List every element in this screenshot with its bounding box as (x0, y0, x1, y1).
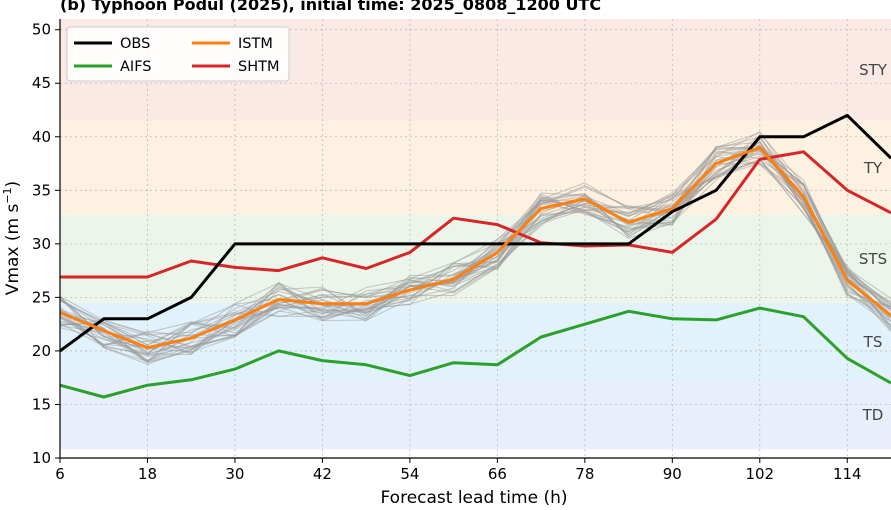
x-tick-label: 54 (400, 465, 419, 483)
x-tick-label: 18 (138, 465, 157, 483)
x-tick-label: 42 (313, 465, 332, 483)
band-labels: TD TS STS TY STY (859, 61, 888, 424)
series-line-istm (59, 146, 891, 350)
band-label-ty: TY (863, 159, 883, 177)
x-tick-label: 114 (833, 465, 862, 483)
ensemble-member-line (59, 150, 891, 353)
band-td (60, 380, 891, 450)
band-label-sty: STY (859, 61, 888, 79)
y-axis-label-sup: −1 (1, 187, 14, 203)
y-axis-label-close: ) (3, 181, 23, 188)
y-tick-label: 40 (32, 128, 51, 146)
y-tick-label: 25 (32, 288, 51, 306)
legend-label-shtm: SHTM (238, 59, 279, 75)
chart-title: (b) Typhoon Podul (2025), initial time: … (60, 0, 601, 14)
x-tick-label: 102 (745, 465, 774, 483)
y-tick-label: 15 (32, 395, 51, 413)
series-lines (59, 113, 891, 399)
band-label-sts: STS (859, 250, 887, 268)
band-label-ts: TS (863, 333, 883, 351)
legend-box (66, 26, 290, 82)
legend-label-obs: OBS (120, 36, 150, 52)
grid (59, 19, 891, 459)
y-axis-label: Vmax (m s−1) (1, 181, 23, 295)
legend-label-aifs: AIFS (120, 59, 152, 75)
series-line-shtm (60, 150, 891, 279)
x-tick-label: 6 (55, 465, 65, 483)
y-tick-label: 35 (32, 181, 51, 199)
ensemble-member-line (59, 150, 891, 364)
legend: OBS ISTM AIFS SHTM (66, 26, 290, 82)
x-axis-label: Forecast lead time (h) (381, 488, 568, 508)
y-tick-label: 50 (32, 21, 51, 39)
y-axis-label-main: Vmax (m s (3, 204, 23, 296)
tick-labels: 6 18 30 42 54 66 78 90 102 114 10 15 20 25 30 35 40 45 50 (32, 21, 862, 483)
band-label-td: TD (862, 406, 884, 424)
axes (55, 19, 891, 463)
band-ts (60, 302, 891, 381)
y-tick-label: 45 (32, 74, 51, 92)
x-tick-label: 66 (488, 465, 507, 483)
ensemble-member-line (59, 130, 891, 346)
y-tick-label: 20 (32, 342, 51, 360)
x-tick-label: 78 (575, 465, 594, 483)
x-tick-label: 90 (663, 465, 682, 483)
y-tick-label: 30 (32, 235, 51, 253)
y-tick-label: 10 (32, 449, 51, 467)
series-line-aifs (59, 306, 891, 399)
legend-label-istm: ISTM (238, 36, 273, 52)
series-line-obs (59, 113, 891, 353)
x-tick-label: 30 (225, 465, 244, 483)
